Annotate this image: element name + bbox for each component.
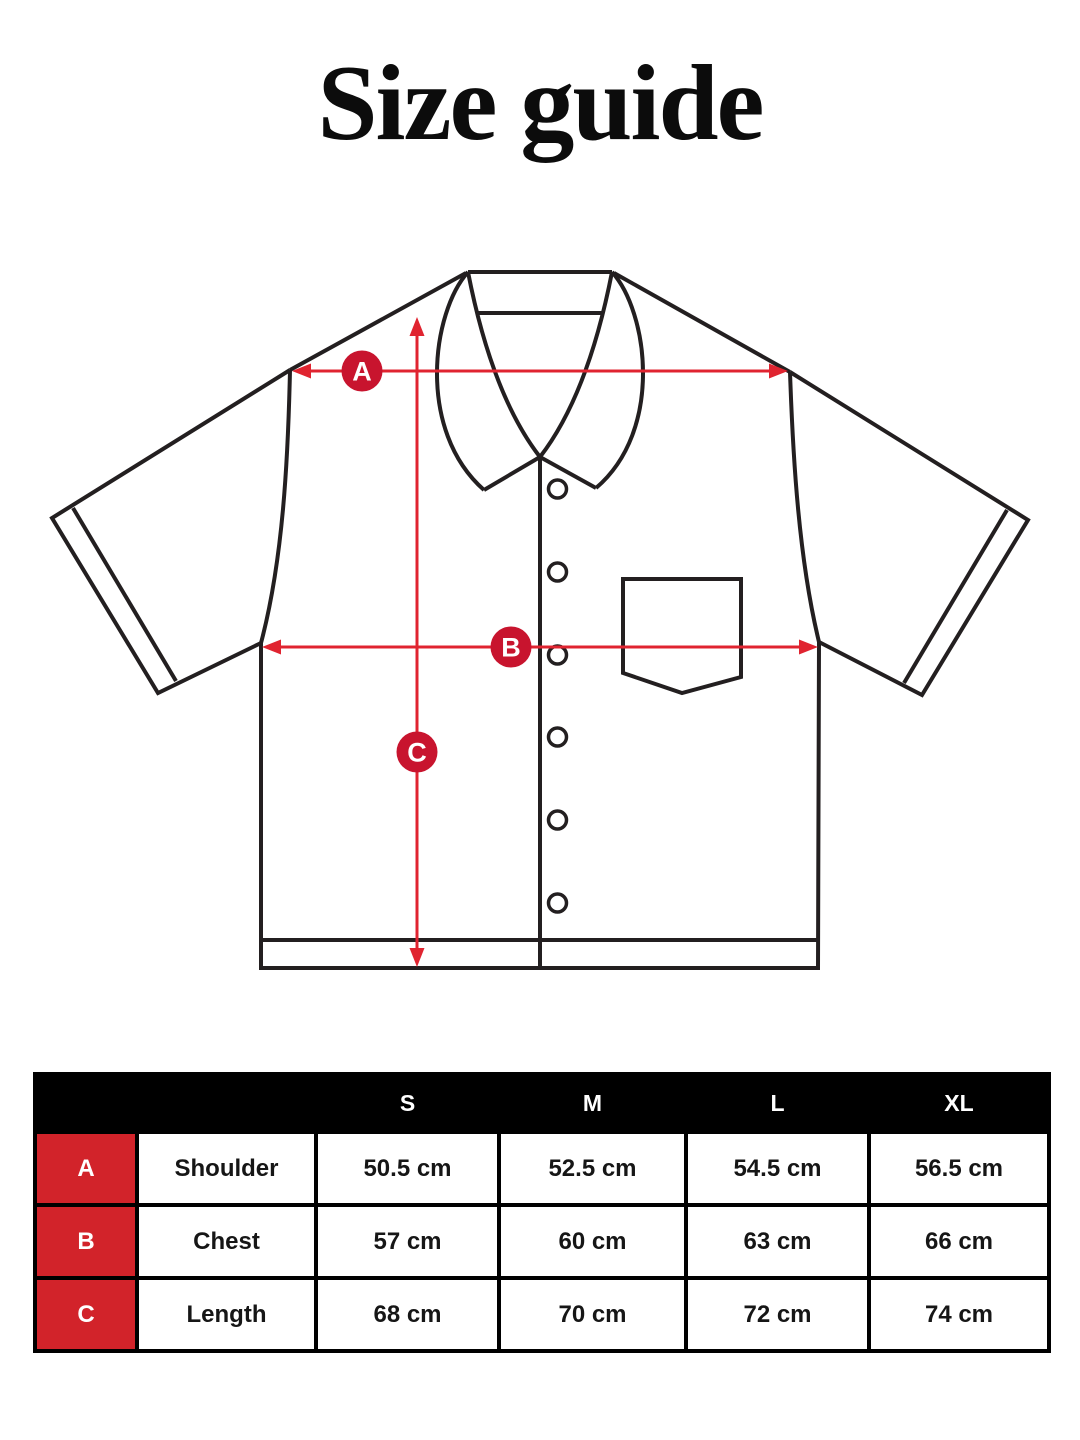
shoulder-m-value: 52.5 cm — [497, 1130, 688, 1207]
measurement-arrow-c: C — [396, 317, 438, 967]
row-key-b: B — [33, 1203, 139, 1280]
row-key-c: C — [33, 1276, 139, 1353]
header-size-l: L — [684, 1072, 871, 1134]
header-size-m: M — [497, 1072, 688, 1134]
shirt-measurement-diagram: A B C — [49, 270, 1031, 970]
row-key-a: A — [33, 1130, 139, 1207]
page-title: Size guide — [317, 44, 764, 163]
header-size-xl: XL — [867, 1072, 1051, 1134]
length-xl-value: 74 cm — [867, 1276, 1051, 1353]
marker-b-badge — [490, 626, 532, 668]
row-label-chest: Chest — [135, 1203, 318, 1280]
header-key-cell — [33, 1072, 139, 1134]
length-m-value: 70 cm — [497, 1276, 688, 1353]
table-row-shoulder: A Shoulder 50.5 cm 52.5 cm 54.5 cm 56.5 … — [33, 1130, 1051, 1207]
table-row-length: C Length 68 cm 70 cm 72 cm 74 cm — [33, 1276, 1051, 1353]
marker-c-badge — [396, 731, 438, 773]
length-l-value: 72 cm — [684, 1276, 871, 1353]
buttons-icon — [546, 478, 569, 914]
chest-xl-value: 66 cm — [867, 1203, 1051, 1280]
shoulder-s-value: 50.5 cm — [314, 1130, 501, 1207]
marker-c-label: C — [407, 738, 427, 768]
chest-s-value: 57 cm — [314, 1203, 501, 1280]
shoulder-l-value: 54.5 cm — [684, 1130, 871, 1207]
size-chart-table: S M L XL A Shoulder 50.5 cm 52.5 cm 54.5… — [33, 1072, 1051, 1353]
marker-a-label: A — [352, 357, 372, 387]
row-label-shoulder: Shoulder — [135, 1130, 318, 1207]
header-label-cell — [135, 1072, 318, 1134]
marker-a-badge — [341, 350, 383, 392]
row-label-length: Length — [135, 1276, 318, 1353]
chest-l-value: 63 cm — [684, 1203, 871, 1280]
marker-b-label: B — [501, 633, 521, 663]
chest-m-value: 60 cm — [497, 1203, 688, 1280]
size-chart-header-row: S M L XL — [33, 1072, 1051, 1134]
pocket-icon — [621, 577, 743, 696]
shirt-outline-icon — [49, 270, 1031, 970]
measurement-arrow-b: B — [262, 626, 818, 668]
length-s-value: 68 cm — [314, 1276, 501, 1353]
header-size-s: S — [314, 1072, 501, 1134]
shoulder-xl-value: 56.5 cm — [867, 1130, 1051, 1207]
table-row-chest: B Chest 57 cm 60 cm 63 cm 66 cm — [33, 1203, 1051, 1280]
measurement-arrow-a: A — [292, 350, 788, 392]
